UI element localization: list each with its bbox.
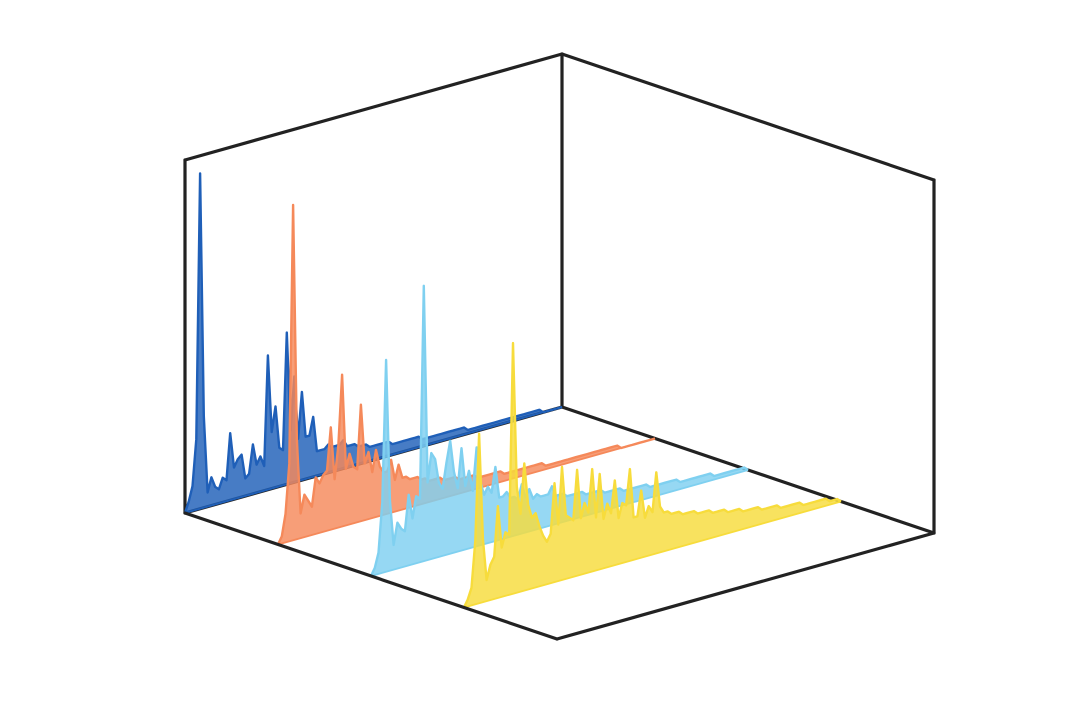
series-3-area <box>371 285 748 576</box>
frame-edge-top-left <box>183 52 564 162</box>
chart-front-frame <box>183 511 936 641</box>
series-layer <box>183 172 842 609</box>
frame-edge-floor-front-left <box>183 511 559 641</box>
frame-edge-top-right <box>560 52 936 182</box>
series-4-area <box>464 343 841 608</box>
series-2-area <box>278 204 655 545</box>
series-1-line <box>183 172 563 514</box>
frame-edge-floor-front-right <box>555 531 936 641</box>
series-4-baseline <box>463 500 842 609</box>
series-4-line <box>462 341 842 609</box>
series-4 <box>462 341 842 609</box>
